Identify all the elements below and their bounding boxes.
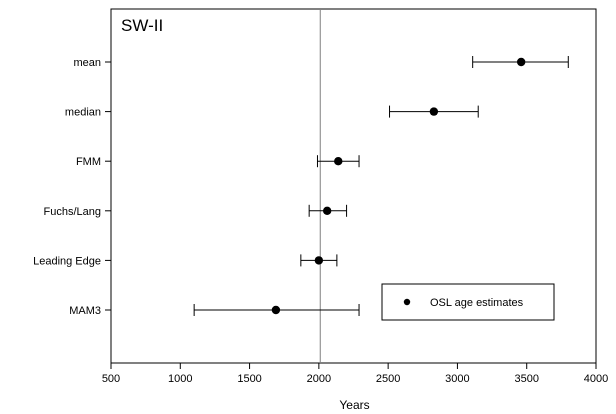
legend-label: OSL age estimates: [430, 297, 524, 309]
y-tick-label: mean: [73, 57, 101, 69]
data-point: [314, 256, 324, 265]
legend-box: [381, 283, 555, 321]
legend-marker: [403, 298, 411, 306]
x-axis-title: Years: [339, 398, 369, 412]
y-tick-label: Leading Edge: [33, 255, 101, 267]
x-tick-label: 2000: [307, 373, 331, 385]
x-tick-label: 1500: [237, 373, 261, 385]
data-point: [334, 157, 343, 166]
chart-title: SW-II: [121, 16, 163, 35]
data-point: [322, 206, 332, 215]
data-point: [516, 57, 526, 67]
plot-border: [110, 8, 597, 364]
data-point: [271, 305, 281, 315]
x-tick-label: 3000: [445, 373, 469, 385]
x-tick-label: 1000: [168, 373, 192, 385]
y-tick-label: MAM3: [69, 305, 101, 317]
legend: OSL age estimates: [381, 283, 555, 321]
data-marks: [193, 56, 569, 316]
x-tick-label: 2500: [376, 373, 400, 385]
y-tick-label: FMM: [76, 156, 101, 168]
x-axis: 500 1000 1500 2000 2500 3000 3500 4000: [102, 363, 608, 385]
plot-frame: [110, 8, 597, 364]
y-tick-label: Fuchs/Lang: [44, 206, 101, 218]
x-tick-label: 4000: [584, 373, 608, 385]
x-tick-label: 3500: [514, 373, 538, 385]
x-tick-label: 500: [102, 373, 120, 385]
data-point: [429, 107, 439, 116]
y-tick-label: median: [65, 107, 101, 119]
y-axis: mean median FMM Fuchs/Lang Leading Edge MAM3: [33, 57, 111, 317]
